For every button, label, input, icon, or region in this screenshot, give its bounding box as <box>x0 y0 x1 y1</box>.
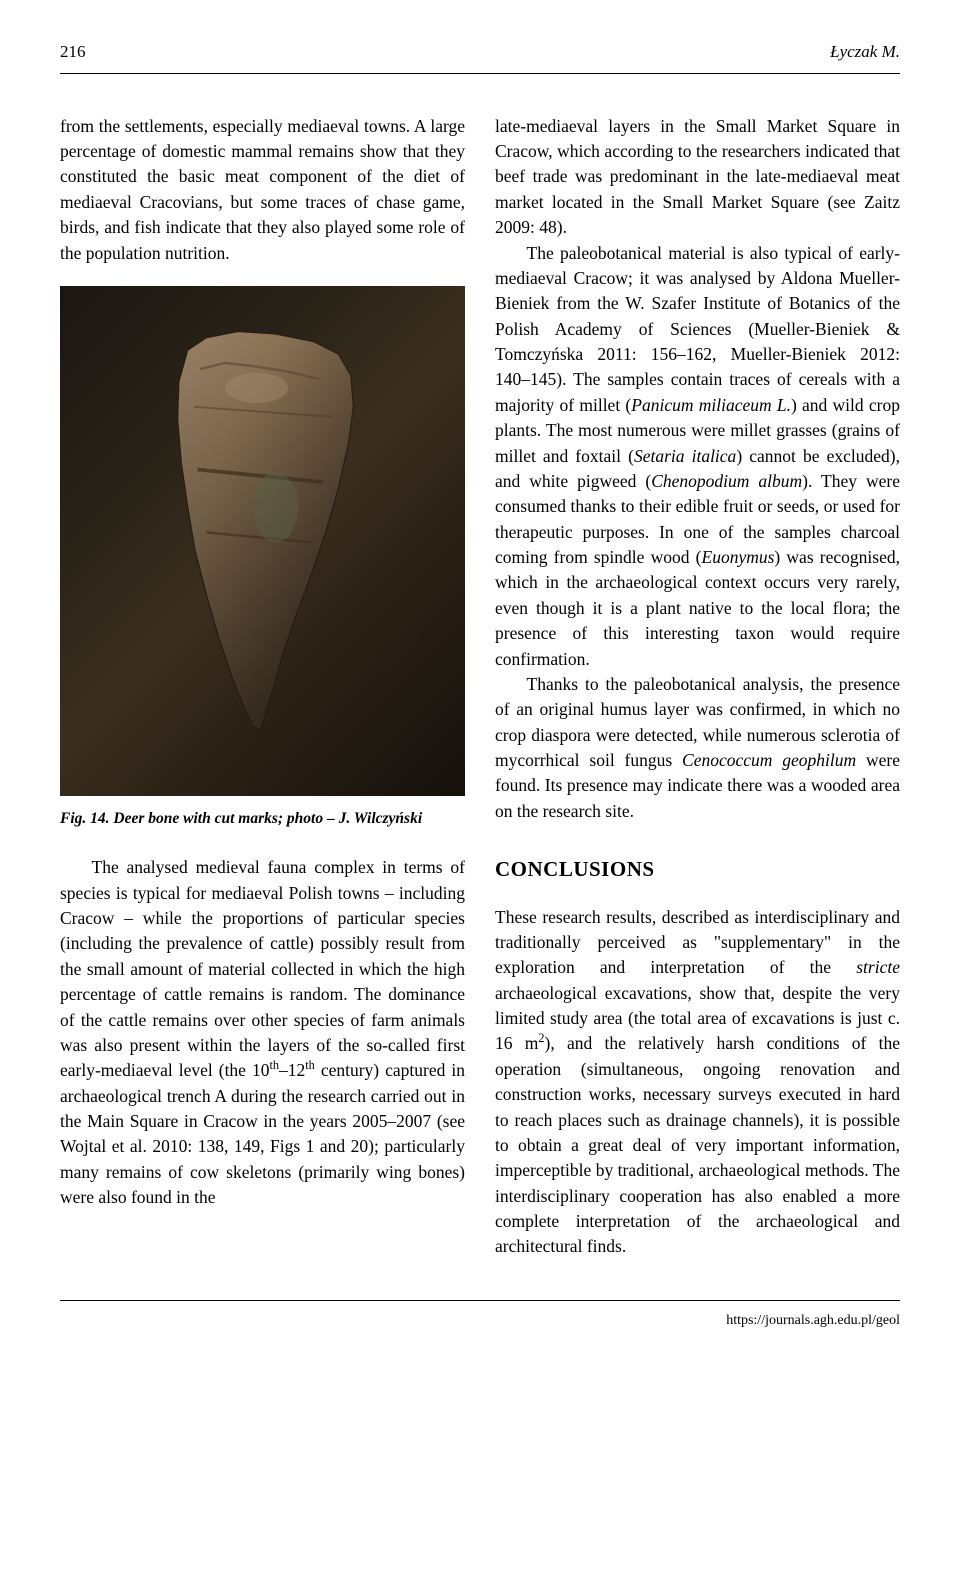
body-paragraph: The analysed medieval fauna complex in t… <box>60 855 465 1210</box>
superscript: th <box>269 1059 279 1073</box>
italic-term: Setaria italica <box>634 446 736 466</box>
left-column: from the settlements, especially mediaev… <box>60 114 465 1260</box>
page-header: 216 Łyczak M. <box>60 40 900 74</box>
body-paragraph: from the settlements, especially mediaev… <box>60 114 465 266</box>
right-column: late-mediaeval layers in the Small Marke… <box>495 114 900 1260</box>
body-paragraph: The paleobotanical material is also typi… <box>495 241 900 672</box>
text-run: century) captured in archaeological tren… <box>60 1060 465 1207</box>
journal-url: https://journals.agh.edu.pl/geol <box>726 1313 900 1328</box>
figure-14-image <box>60 286 465 796</box>
text-run: The paleobotanical material is also typi… <box>495 243 900 415</box>
text-run: ), and the relatively harsh conditions o… <box>495 1033 900 1256</box>
text-run: These research results, described as int… <box>495 907 900 978</box>
author-name: Łyczak M. <box>830 40 900 65</box>
page-number: 216 <box>60 40 86 65</box>
body-paragraph: late-mediaeval layers in the Small Marke… <box>495 114 900 241</box>
figure-caption: Fig. 14. Deer bone with cut marks; photo… <box>60 808 465 830</box>
page-footer: https://journals.agh.edu.pl/geol <box>60 1300 900 1331</box>
conclusions-heading: CONCLUSIONS <box>495 854 900 884</box>
superscript: th <box>305 1059 315 1073</box>
italic-term: Panicum miliaceum L. <box>631 395 791 415</box>
italic-term: stricte <box>856 957 900 977</box>
body-paragraph: These research results, described as int… <box>495 905 900 1260</box>
italic-term: Euonymus <box>702 547 775 567</box>
bone-illustration <box>137 315 388 749</box>
italic-term: Cenococcum geophilum <box>682 750 856 770</box>
body-paragraph: Thanks to the paleobotanical analysis, t… <box>495 672 900 824</box>
two-column-layout: from the settlements, especially mediaev… <box>60 114 900 1260</box>
text-run: –12 <box>279 1060 305 1080</box>
text-run: The analysed medieval fauna complex in t… <box>60 857 465 1080</box>
italic-term: Chenopodium album <box>651 471 802 491</box>
